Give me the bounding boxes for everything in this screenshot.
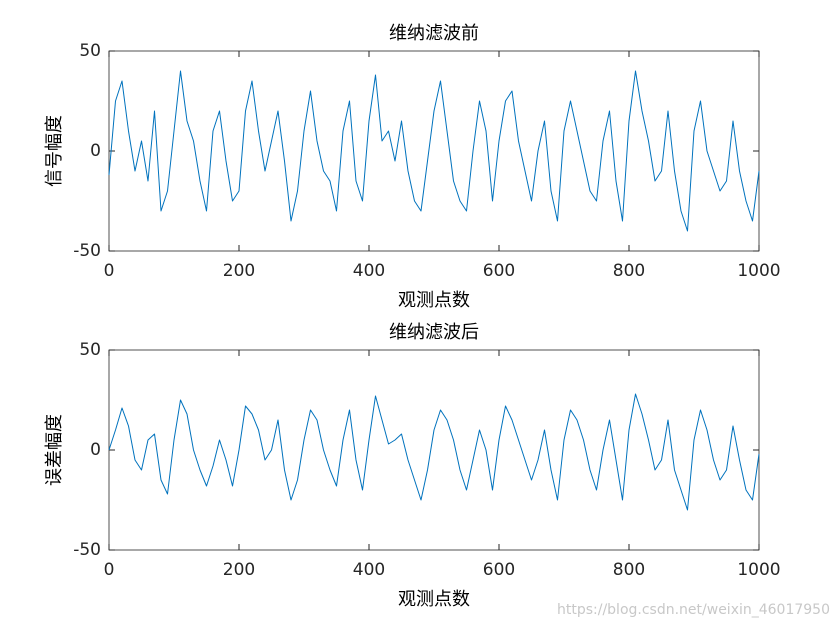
series-line bbox=[108, 70, 760, 232]
x-axis-label: 观测点数 bbox=[398, 589, 470, 610]
x-tick-label: 600 bbox=[483, 560, 515, 580]
x-tick-label: 400 bbox=[353, 261, 385, 281]
x-tick-label: 1000 bbox=[737, 560, 780, 580]
x-tick-label: 0 bbox=[104, 560, 115, 580]
x-tick-label: 200 bbox=[223, 560, 255, 580]
y-tick-label: -50 bbox=[73, 241, 101, 261]
x-tick-label: 0 bbox=[104, 261, 115, 281]
x-tick-label: 800 bbox=[613, 560, 645, 580]
x-tick-label: 600 bbox=[483, 261, 515, 281]
y-tick-label: 50 bbox=[79, 340, 101, 360]
x-tick-label: 800 bbox=[613, 261, 645, 281]
y-tick-label: 0 bbox=[90, 141, 101, 161]
watermark: https://blog.csdn.net/weixin_46017950 bbox=[557, 602, 830, 618]
y-tick-label: -50 bbox=[73, 540, 101, 560]
axes-box bbox=[108, 50, 760, 252]
x-axis-label: 观测点数 bbox=[398, 290, 470, 311]
y-axis-label: 误差幅度 bbox=[44, 414, 65, 486]
chart-title: 维纳滤波前 bbox=[389, 23, 479, 44]
x-tick-label: 400 bbox=[353, 560, 385, 580]
chart-title: 维纳滤波后 bbox=[389, 322, 479, 343]
axes-box bbox=[108, 349, 760, 551]
x-tick-label: 200 bbox=[223, 261, 255, 281]
y-tick-label: 0 bbox=[90, 440, 101, 460]
y-axis-label: 信号幅度 bbox=[44, 115, 65, 187]
series-line bbox=[108, 393, 760, 511]
y-tick-label: 50 bbox=[79, 41, 101, 61]
x-tick-label: 1000 bbox=[737, 261, 780, 281]
